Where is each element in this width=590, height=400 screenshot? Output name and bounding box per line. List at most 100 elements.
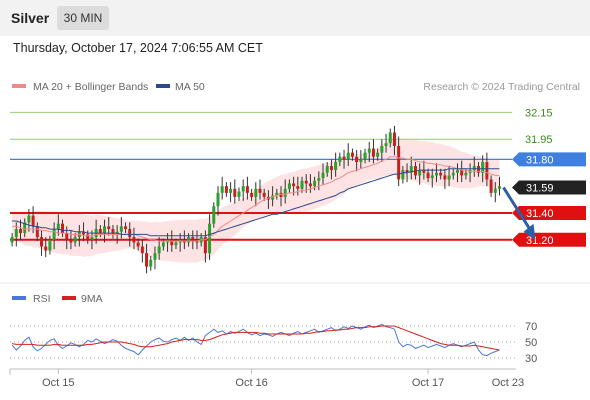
rsi-legend-swatch	[12, 296, 26, 300]
level-label-31.95: 31.95	[525, 134, 553, 146]
candle-body	[40, 237, 44, 247]
candle-body	[27, 215, 31, 223]
candle-body	[464, 172, 468, 176]
candle-body	[367, 148, 371, 153]
candle-body	[203, 237, 207, 254]
candle-body	[262, 192, 266, 197]
ma50-legend-swatch	[156, 84, 170, 88]
candle-body	[472, 166, 476, 171]
candle-body	[380, 145, 384, 153]
candle-body	[430, 175, 434, 179]
candle-body	[35, 226, 39, 238]
candle-body	[119, 226, 123, 232]
candle-body	[392, 132, 396, 146]
candle-body	[73, 237, 77, 243]
candle-body	[296, 186, 300, 189]
candle-body	[14, 229, 18, 238]
candle-body	[355, 156, 359, 163]
candle-body	[317, 178, 321, 181]
candle-body	[443, 175, 447, 180]
candle-body	[413, 166, 417, 176]
candle-body	[170, 239, 174, 246]
rsi-tick-70: 70	[525, 321, 537, 333]
candle-body	[61, 223, 65, 234]
ma50-line	[12, 168, 500, 237]
candle-body	[418, 170, 422, 176]
candle-body	[250, 192, 254, 197]
candle-body	[107, 226, 111, 230]
candle-body	[44, 246, 48, 251]
candle-body	[229, 188, 233, 193]
candle-body	[65, 233, 69, 240]
candle-body	[237, 191, 241, 197]
header-bar: Silver 30 MIN	[0, 0, 590, 36]
candle-body	[275, 192, 279, 196]
candle-body	[451, 172, 455, 176]
candle-body	[208, 223, 212, 254]
candle-body	[132, 237, 136, 243]
rsi-ma-legend-label: 9MA	[81, 293, 103, 305]
candle-body	[455, 170, 459, 173]
candle-body	[149, 259, 153, 267]
candle-body	[308, 183, 312, 187]
candle-body	[481, 162, 485, 173]
candle-body	[376, 152, 380, 157]
x-axis: Oct 15 Oct 16 Oct 17 Oct 23	[42, 369, 524, 389]
candle-body	[460, 170, 464, 176]
rsi-tick-50: 50	[525, 337, 537, 349]
rsi-ma-line	[12, 325, 500, 351]
candle-body	[90, 237, 94, 240]
candle-body	[342, 156, 346, 160]
candle-body	[321, 172, 325, 179]
candle-body	[241, 186, 245, 192]
ma20-legend-label: MA 20 + Bollinger Bands	[33, 81, 148, 93]
candle-body	[476, 166, 480, 173]
timestamp: Thursday, October 17, 2024 7:06:55 AM CE…	[13, 41, 263, 55]
candle-body	[23, 222, 27, 234]
projection-arrow-shaft	[502, 186, 533, 233]
candle-body	[388, 132, 392, 144]
rsi-line	[11, 323, 500, 357]
level-label-31.59: 31.59	[526, 183, 554, 195]
candle-body	[359, 159, 363, 163]
candle-body	[98, 229, 102, 234]
candle-body	[426, 172, 430, 179]
credit-text: Research © 2024 Trading Central	[423, 81, 580, 93]
level-tag-31.80	[512, 152, 586, 167]
candle-body	[405, 170, 409, 173]
x-tick-label: Oct 17	[412, 377, 444, 389]
candle-body	[489, 179, 493, 193]
candle-body	[271, 195, 275, 200]
candle-body	[279, 192, 283, 197]
candle-body	[212, 206, 216, 224]
candle-body	[409, 166, 413, 173]
x-tick-label: Oct 15	[42, 377, 74, 389]
candle-body	[304, 180, 308, 184]
candle-body	[82, 231, 86, 235]
ma20-legend-swatch	[12, 84, 26, 88]
candle-body	[422, 170, 426, 173]
candle-body	[334, 162, 338, 171]
candle-body	[287, 183, 291, 189]
candle-body	[19, 229, 23, 234]
candle-body	[439, 172, 443, 176]
candle-body	[153, 253, 157, 260]
candle-body	[145, 253, 149, 267]
rsi-legend-label: RSI	[33, 293, 51, 305]
level-tag-31.59	[512, 180, 586, 195]
rsi-tick-30: 30	[525, 353, 537, 365]
candle-body	[397, 145, 401, 180]
level-label-31.40: 31.40	[526, 208, 554, 220]
timeframe-button[interactable]: 30 MIN	[57, 6, 109, 30]
candle-body	[254, 188, 258, 197]
level-label-32.15: 32.15	[525, 107, 553, 119]
candle-body	[220, 186, 224, 193]
x-tick-label: Oct 16	[235, 377, 267, 389]
candle-body	[224, 186, 228, 193]
candle-body	[69, 239, 73, 243]
candle-body	[350, 152, 354, 157]
candle-body	[128, 229, 132, 238]
candle-body	[493, 188, 497, 193]
candle-body	[187, 237, 191, 243]
